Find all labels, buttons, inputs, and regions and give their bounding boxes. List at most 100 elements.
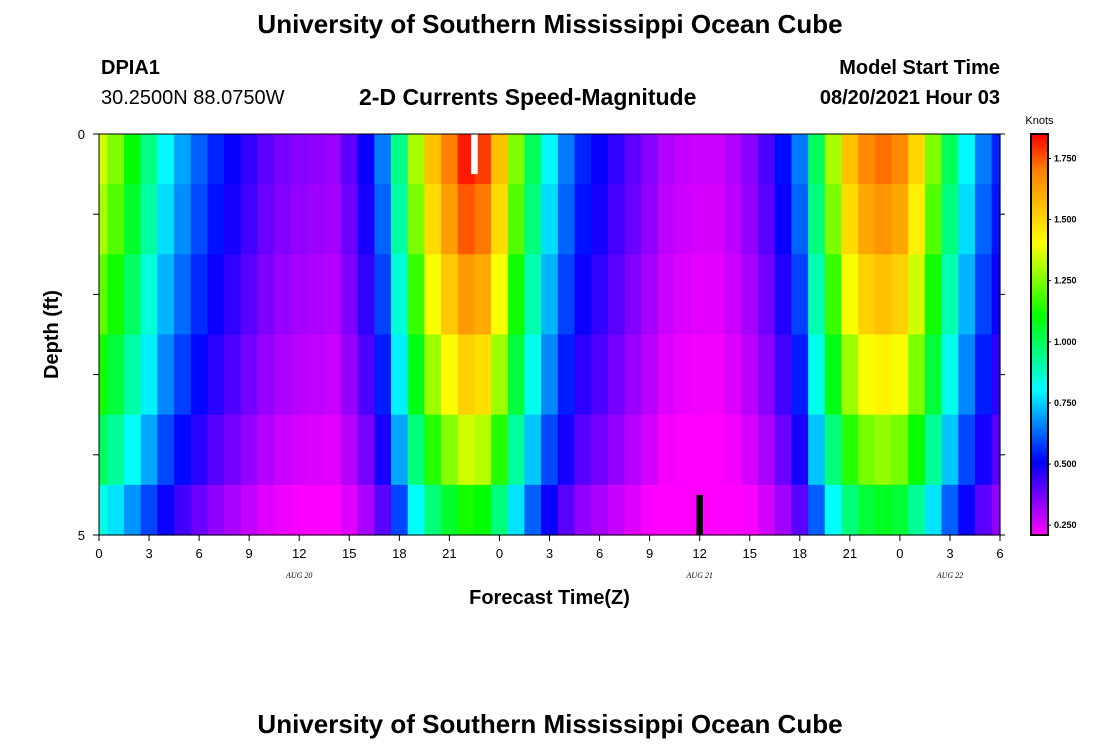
heatmap-cell xyxy=(324,184,342,255)
heatmap-cell xyxy=(524,484,542,536)
heatmap-cell xyxy=(557,254,576,336)
heatmap-cell xyxy=(240,134,259,185)
heatmap-cell xyxy=(307,334,325,416)
heatmap-cell xyxy=(257,414,275,486)
y-tick-label: 0 xyxy=(78,127,85,142)
heatmap-cell xyxy=(724,254,742,336)
heatmap-cell xyxy=(741,414,759,486)
x-tick-label: 9 xyxy=(646,546,653,561)
x-tick-label: 6 xyxy=(195,546,202,561)
heatmap-cell xyxy=(390,414,409,486)
heatmap-cell xyxy=(541,484,559,536)
heatmap-cell xyxy=(224,484,242,536)
heatmap-cell xyxy=(791,184,809,255)
heatmap-cell xyxy=(774,184,793,255)
heatmap-cell xyxy=(124,254,142,336)
heatmap-cell xyxy=(908,334,926,416)
heatmap-cell xyxy=(474,184,492,255)
colorbar-unit: Knots xyxy=(1025,115,1054,127)
heatmap-cell xyxy=(974,254,993,336)
heatmap-cell xyxy=(557,484,576,536)
heatmap-cell xyxy=(741,484,759,536)
heatmap-cell xyxy=(641,134,659,185)
heatmap-cell xyxy=(958,334,976,416)
heatmap-cell xyxy=(224,184,242,255)
heatmap-cell xyxy=(841,134,859,185)
x-tick-label: 0 xyxy=(95,546,102,561)
heatmap-cell xyxy=(207,414,225,486)
heatmap-cell xyxy=(607,254,626,336)
heatmap-cell xyxy=(991,334,1001,416)
heatmap-cell xyxy=(924,134,943,185)
time-marker xyxy=(471,134,478,175)
model-start-label: Model Start Time xyxy=(839,57,1000,79)
heatmap-cell xyxy=(791,484,809,536)
heatmap-cell xyxy=(274,484,292,536)
heatmap-cell xyxy=(891,334,909,416)
heatmap-cell xyxy=(691,414,709,486)
heatmap-cell xyxy=(457,414,476,486)
heatmap-cell xyxy=(941,484,959,536)
heatmap-cell xyxy=(407,254,425,336)
heatmap-cell xyxy=(758,334,776,416)
heatmap-cell xyxy=(541,254,559,336)
heatmap-cell xyxy=(474,414,492,486)
heatmap-cell xyxy=(491,414,509,486)
heatmap-cell xyxy=(891,254,909,336)
heatmap-cell xyxy=(457,254,476,336)
heatmap-cell xyxy=(207,254,225,336)
heatmap-cell xyxy=(674,254,692,336)
heatmap-cell xyxy=(207,334,225,416)
heatmap-cell xyxy=(874,134,893,185)
heatmap-cell xyxy=(140,414,158,486)
heatmap-cell xyxy=(941,334,959,416)
heatmap-cell xyxy=(240,484,259,536)
heatmap-cell xyxy=(274,334,292,416)
model-start-time: 08/20/2021 Hour 03 xyxy=(819,87,1000,109)
heatmap-cell xyxy=(607,134,626,185)
heatmap-cell xyxy=(991,414,1001,486)
heatmap-cell xyxy=(624,334,642,416)
x-tick-label: 12 xyxy=(692,546,706,561)
heatmap-cell xyxy=(174,184,192,255)
x-tick-label: 21 xyxy=(843,546,857,561)
heatmap-cell xyxy=(824,254,843,336)
heatmap-cell xyxy=(99,414,108,486)
heatmap-cell xyxy=(190,254,209,336)
heatmap-cell xyxy=(390,254,409,336)
heatmap-cell xyxy=(290,334,309,416)
heatmap-cell xyxy=(841,334,859,416)
heatmap-cell xyxy=(407,134,425,185)
heatmap-cell xyxy=(507,184,526,255)
heatmap-cell xyxy=(741,134,759,185)
heatmap-cell xyxy=(307,134,325,185)
heatmap-cell xyxy=(808,484,826,536)
heatmap-cell xyxy=(591,334,609,416)
heatmap-cell xyxy=(874,484,893,536)
heatmap-cell xyxy=(641,484,659,536)
heatmap-cell xyxy=(174,254,192,336)
heatmap-cell xyxy=(491,184,509,255)
date-label: AUG 21 xyxy=(685,571,712,580)
heatmap-cell xyxy=(624,484,642,536)
heatmap-cell xyxy=(457,484,476,536)
heatmap-cell xyxy=(390,334,409,416)
heatmap-cell xyxy=(974,184,993,255)
x-tick-label: 6 xyxy=(596,546,603,561)
heatmap-cell xyxy=(224,254,242,336)
heatmap-cell xyxy=(324,134,342,185)
heatmap-cell xyxy=(107,414,125,486)
colorbar-label: 1.000 xyxy=(1054,337,1077,347)
colorbar: 1.750 1.500 1.250 1.000 0.750 0.500 0.250 Knots xyxy=(1025,115,1077,536)
heatmap-cell xyxy=(224,334,242,416)
heatmap-cell xyxy=(491,334,509,416)
heatmap-cell xyxy=(99,184,108,255)
heatmap-cell xyxy=(240,184,259,255)
heatmap-cell xyxy=(357,184,375,255)
heatmap-cell xyxy=(407,414,425,486)
heatmap-cell xyxy=(140,184,158,255)
heatmap-cell xyxy=(307,254,325,336)
x-tick-label: 3 xyxy=(546,546,553,561)
heatmap-cell xyxy=(340,414,359,486)
heatmap-cell xyxy=(140,254,158,336)
